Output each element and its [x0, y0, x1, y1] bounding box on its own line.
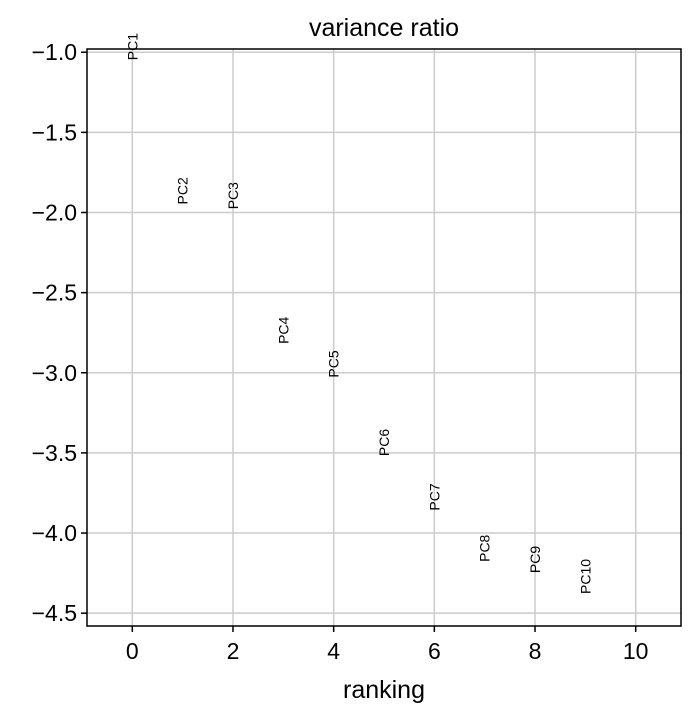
point-label-pc10: PC10 [577, 559, 593, 594]
point-label-pc7: PC7 [426, 483, 442, 510]
y-tick-label: −4.0 [32, 520, 77, 546]
point-label-pc5: PC5 [326, 350, 342, 377]
x-tick-label: 4 [327, 638, 340, 664]
x-tick-label: 2 [227, 638, 240, 664]
point-label-pc1: PC1 [124, 33, 140, 60]
y-tick-label: −1.0 [32, 39, 77, 65]
point-label-pc4: PC4 [275, 316, 291, 343]
x-tick-label: 8 [529, 638, 542, 664]
point-labels: PC1 PC2 PC3 PC4 PC5 PC6 PC7 PC8 PC9 PC10 [124, 33, 593, 594]
point-label-pc9: PC9 [527, 546, 543, 573]
point-label-pc6: PC6 [376, 429, 392, 456]
point-label-pc8: PC8 [477, 534, 493, 561]
y-tick-label: −2.0 [32, 199, 77, 225]
x-tick-label: 0 [126, 638, 139, 664]
y-tick-label: −3.0 [32, 360, 77, 386]
y-tick-label: −4.5 [32, 600, 77, 626]
y-tick-label: −2.5 [32, 280, 77, 306]
grid-lines [87, 49, 681, 626]
point-label-pc2: PC2 [175, 177, 191, 204]
x-axis-title: ranking [343, 676, 425, 704]
plot-frame [86, 48, 682, 627]
point-label-pc3: PC3 [225, 182, 241, 209]
chart-title: variance ratio [309, 14, 459, 42]
y-tick-label: −3.5 [32, 440, 77, 466]
axis-ticks: 0 2 4 6 8 10 −1.0 −1.5 −2.0 −2.5 −3.0 −3.5 −4.0 −4.5 [32, 39, 649, 664]
y-tick-label: −1.5 [32, 119, 77, 145]
x-tick-label: 6 [428, 638, 441, 664]
x-tick-label: 10 [623, 638, 649, 664]
